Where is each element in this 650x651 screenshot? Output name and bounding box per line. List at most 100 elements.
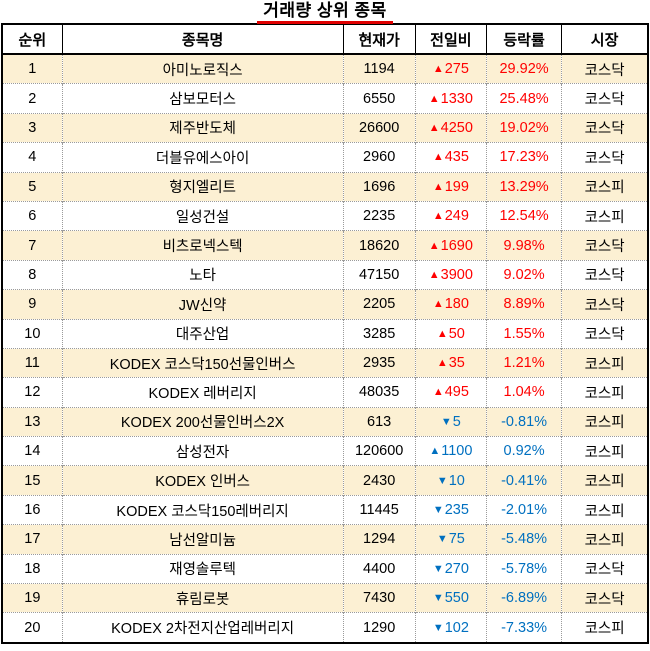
cell-market: 코스닥 xyxy=(561,318,648,349)
cell-name: 형지엘리트 xyxy=(61,171,344,202)
cell-rank: 11 xyxy=(2,347,63,378)
change-value: 5 xyxy=(452,413,461,430)
cell-pct: 9.98% xyxy=(485,230,562,261)
table-row: 4 더블유에스아이 2960 ▲435 17.23% 코스닥 xyxy=(2,142,648,173)
cell-change: ▲4250 xyxy=(414,112,487,143)
table-row: 11 KODEX 코스닥150선물인버스 2935 ▲35 1.21% 코스피 xyxy=(2,347,648,378)
cell-pct: 1.21% xyxy=(485,347,562,378)
cell-change: ▼235 xyxy=(414,494,487,525)
cell-name: KODEX 코스닥150레버리지 xyxy=(61,494,344,525)
cell-market: 코스피 xyxy=(561,200,648,231)
cell-rank: 17 xyxy=(2,524,63,555)
cell-market: 코스닥 xyxy=(561,289,648,320)
down-triangle-icon: ▼ xyxy=(436,474,448,487)
change-value: 1690 xyxy=(440,237,473,254)
table-row: 17 남선알미늄 1294 ▼75 -5.48% 코스피 xyxy=(2,524,648,555)
cell-market: 코스피 xyxy=(561,524,648,555)
cell-market: 코스닥 xyxy=(561,142,648,173)
cell-change: ▲1690 xyxy=(414,230,487,261)
column-header-price: 현재가 xyxy=(342,24,416,55)
cell-pct: -7.33% xyxy=(485,612,562,643)
down-triangle-icon: ▼ xyxy=(432,621,444,634)
title-bar: 거래량 상위 종목 xyxy=(0,0,650,24)
change-value: 495 xyxy=(444,384,469,401)
table-row: 14 삼성전자 120600 ▲1100 0.92% 코스피 xyxy=(2,436,648,466)
cell-pct: -5.48% xyxy=(485,524,562,555)
cell-name: 삼성전자 xyxy=(61,436,344,466)
cell-rank: 15 xyxy=(2,465,63,496)
cell-pct: 17.23% xyxy=(485,142,562,173)
table-row: 3 제주반도체 26600 ▲4250 19.02% 코스닥 xyxy=(2,112,648,143)
cell-change: ▲199 xyxy=(414,171,487,202)
cell-market: 코스피 xyxy=(561,494,648,525)
cell-change: ▼5 xyxy=(414,406,487,437)
cell-price: 1696 xyxy=(342,171,416,202)
cell-price: 613 xyxy=(342,406,416,437)
change-value: 270 xyxy=(444,560,469,577)
cell-pct: 9.02% xyxy=(485,259,562,290)
cell-pct: 25.48% xyxy=(485,83,562,114)
cell-market: 코스피 xyxy=(561,436,648,466)
cell-price: 18620 xyxy=(342,230,416,261)
cell-pct: 8.89% xyxy=(485,289,562,320)
cell-name: JW신약 xyxy=(61,289,344,320)
change-value: 1100 xyxy=(441,443,473,460)
cell-change: ▲435 xyxy=(414,142,487,173)
up-triangle-icon: ▲ xyxy=(432,63,444,76)
up-triangle-icon: ▲ xyxy=(428,268,440,281)
cell-price: 48035 xyxy=(342,377,416,408)
cell-change: ▲1100 xyxy=(414,436,487,466)
cell-rank: 16 xyxy=(2,494,63,525)
cell-change: ▲249 xyxy=(414,200,487,231)
table-row: 7 비츠로넥스텍 18620 ▲1690 9.98% 코스닥 xyxy=(2,230,648,261)
cell-market: 코스닥 xyxy=(561,83,648,114)
table-row: 6 일성건설 2235 ▲249 12.54% 코스피 xyxy=(2,200,648,231)
cell-rank: 8 xyxy=(2,259,63,290)
column-header-rank: 순위 xyxy=(2,24,63,55)
change-value: 4250 xyxy=(440,119,473,136)
change-value: 275 xyxy=(444,61,469,78)
change-value: 75 xyxy=(448,531,465,548)
cell-market: 코스닥 xyxy=(561,54,648,84)
cell-price: 3285 xyxy=(342,318,416,349)
cell-name: 삼보모터스 xyxy=(61,83,344,114)
cell-price: 2935 xyxy=(342,347,416,378)
cell-name: 남선알미늄 xyxy=(61,524,344,555)
page-title: 거래량 상위 종목 xyxy=(257,0,393,24)
change-value: 199 xyxy=(444,178,469,195)
cell-pct: -5.78% xyxy=(485,553,562,584)
cell-price: 2205 xyxy=(342,289,416,320)
table-row: 19 휴림로봇 7430 ▼550 -6.89% 코스닥 xyxy=(2,583,648,613)
cell-change: ▼10 xyxy=(414,465,487,496)
cell-rank: 14 xyxy=(2,436,63,466)
cell-pct: -6.89% xyxy=(485,583,562,613)
up-triangle-icon: ▲ xyxy=(428,121,440,134)
cell-market: 코스피 xyxy=(561,377,648,408)
cell-price: 7430 xyxy=(342,583,416,613)
table-row: 8 노타 47150 ▲3900 9.02% 코스닥 xyxy=(2,259,648,290)
cell-price: 1290 xyxy=(342,612,416,643)
cell-market: 코스피 xyxy=(561,406,648,437)
cell-price: 2235 xyxy=(342,200,416,231)
cell-name: KODEX 200선물인버스2X xyxy=(61,406,344,437)
up-triangle-icon: ▲ xyxy=(428,92,440,105)
up-triangle-icon: ▲ xyxy=(432,210,444,223)
cell-rank: 1 xyxy=(2,54,63,84)
cell-rank: 5 xyxy=(2,171,63,202)
down-triangle-icon: ▼ xyxy=(432,592,444,605)
cell-name: 제주반도체 xyxy=(61,112,344,143)
cell-change: ▲50 xyxy=(414,318,487,349)
cell-change: ▲1330 xyxy=(414,83,487,114)
cell-market: 코스닥 xyxy=(561,230,648,261)
table-row: 16 KODEX 코스닥150레버리지 11445 ▼235 -2.01% 코스피 xyxy=(2,494,648,525)
table-row: 10 대주산업 3285 ▲50 1.55% 코스닥 xyxy=(2,318,648,349)
cell-change: ▼270 xyxy=(414,553,487,584)
cell-name: 대주산업 xyxy=(61,318,344,349)
cell-rank: 10 xyxy=(2,318,63,349)
cell-rank: 12 xyxy=(2,377,63,408)
table-row: 2 삼보모터스 6550 ▲1330 25.48% 코스닥 xyxy=(2,83,648,114)
up-triangle-icon: ▲ xyxy=(436,327,448,340)
change-value: 3900 xyxy=(440,266,473,283)
cell-rank: 2 xyxy=(2,83,63,114)
